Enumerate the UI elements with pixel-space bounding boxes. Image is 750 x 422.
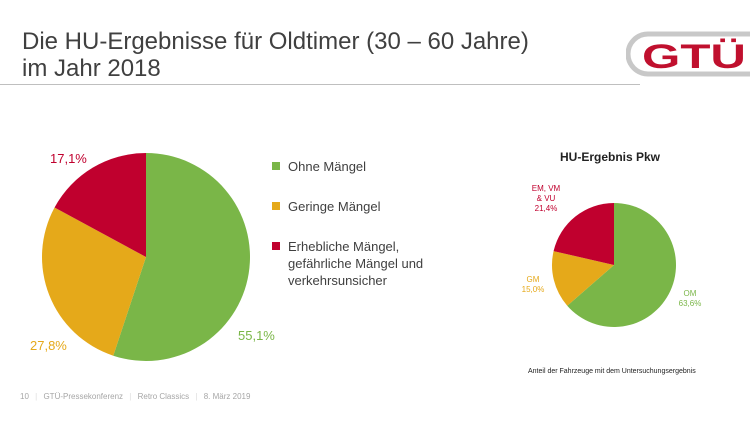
label-line: & VU [536,194,556,203]
separator: | [35,392,38,401]
pie-slice-om [567,203,676,327]
legend-line: gefährliche Mängel und [288,256,424,271]
data-label-green: 55,1% [238,328,275,343]
data-label-yellow: 27,8% [30,338,67,353]
title-line-1: Die HU-Ergebnisse für Oldtimer (30 – 60 … [22,28,529,55]
separator: | [129,392,132,401]
data-label-red: 17,1% [50,151,87,166]
label-line: 15,0% [521,285,545,294]
svg-text:GTÜ: GTÜ [642,38,746,76]
chart-note: Anteil der Fahrzeuge mit dem Untersuchun… [528,368,696,375]
gtu-logo: GTÜ [626,31,750,77]
pie-slice-ohne-mängel [113,153,250,361]
legend-item-erhebliche: Erhebliche Mängel, gefährliche Mängel und… [272,238,423,289]
pie-slice-erhebliche-mängel-gefährliche-mängel-und-verkehrsunsicher [54,153,147,257]
legend-label: Geringe Mängel [288,199,381,214]
title-divider [0,84,640,85]
legend-swatch [272,162,280,170]
legend-label: Ohne Mängel [288,159,367,174]
small-label-om: OM 63,6% [673,289,707,309]
legend-label: Erhebliche Mängel, gefährliche Mängel und… [288,238,423,289]
label-line: 63,6% [678,299,702,308]
small-chart-title: HU-Ergebnis Pkw [560,150,661,164]
legend-line: Erhebliche Mängel, [288,239,400,254]
footer-date: 8. März 2019 [203,392,251,401]
title-line-2: im Jahr 2018 [22,55,161,82]
pie-slice-em-vm-vu [553,203,614,265]
label-line: EM, VM [531,184,561,193]
label-line: OM [683,289,697,298]
page-number: 10 [20,392,29,401]
separator: | [195,392,198,401]
legend-swatch [272,202,280,210]
legend-item-ohne: Ohne Mängel [272,158,423,175]
footer: 10 | GTÜ-Pressekonferenz | Retro Classic… [20,392,254,401]
pie-slice-gm [552,251,614,306]
label-line: GM [526,275,540,284]
slide-title: Die HU-Ergebnisse für Oldtimer (30 – 60 … [22,28,529,82]
legend: Ohne Mängel Geringe Mängel Erhebliche Mä… [272,158,423,312]
legend-line: verkehrsunsicher [288,273,387,288]
legend-item-geringe: Geringe Mängel [272,198,423,215]
pie-slice-geringe-mängel [42,207,146,356]
small-label-gm: GM 15,0% [516,275,550,295]
label-line: 21,4% [534,204,558,213]
legend-swatch [272,242,280,250]
footer-show: Retro Classics [137,392,190,401]
small-label-em: EM, VM & VU 21,4% [526,184,566,214]
footer-event: GTÜ-Pressekonferenz [43,392,124,401]
